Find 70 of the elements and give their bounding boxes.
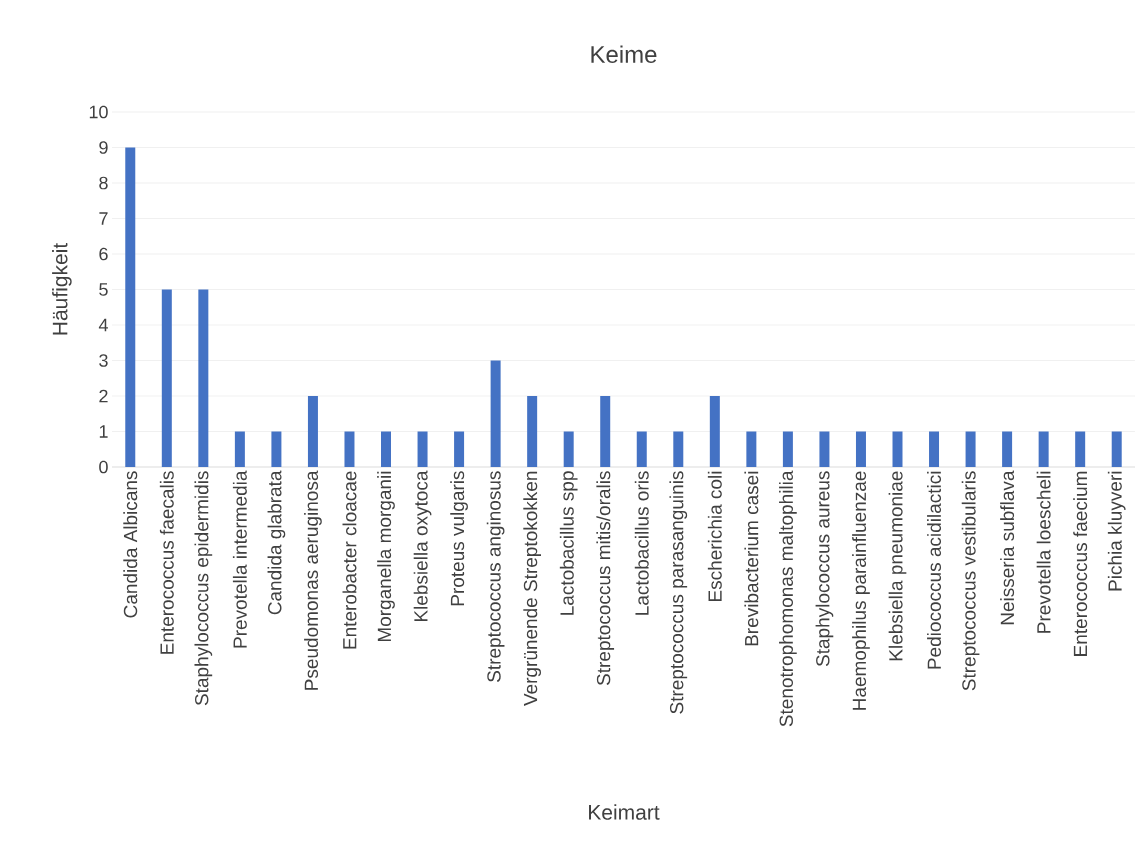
x-tick-label: Streptococcus vestibularis (961, 471, 980, 691)
bar (125, 147, 136, 467)
bar (636, 431, 647, 467)
x-tick-label: Proteus vulgaris (450, 471, 468, 606)
bar (782, 431, 793, 467)
bar (673, 431, 684, 467)
bar (454, 431, 465, 467)
bar (198, 289, 209, 467)
y-tick-label: 7 (99, 212, 108, 225)
bar (234, 431, 245, 467)
x-tick-label: Lactobacillus oris (634, 471, 649, 615)
x-tick-label: Candida glabrata (267, 470, 286, 615)
y-tick-label: 10 (89, 105, 108, 119)
x-tick-label: Streptococcus parasanguinis (669, 471, 688, 714)
x-tick-label: Haemophilus parainfluenzae (852, 471, 870, 710)
bar (819, 431, 830, 467)
bar (161, 289, 172, 467)
y-tick-label: 4 (98, 318, 108, 332)
x-tick-label: Klebsiella pneumoniae (888, 471, 907, 661)
chart-title: Keime (591, 45, 657, 63)
x-tick-label: Prevotella loescheli (1036, 471, 1051, 633)
bar (417, 431, 428, 467)
bar (307, 396, 318, 467)
y-tick-label: 9 (99, 141, 108, 154)
bar (746, 431, 757, 467)
bar (892, 431, 903, 467)
y-tick-label: 2 (99, 389, 108, 403)
bar (271, 431, 282, 467)
x-tick-label: Klebsiella oxytoca (413, 470, 432, 622)
bar (381, 431, 392, 467)
x-tick-label: Prevotella intermedia (232, 470, 247, 648)
x-tick-label: Enterobacter cloacae (342, 471, 357, 649)
x-tick-label: Enterococcus faecalis (159, 471, 174, 654)
bar (1075, 431, 1086, 467)
bar (1002, 431, 1013, 467)
x-tick-label: Lactobacillus spp (559, 471, 578, 615)
bar (929, 431, 940, 467)
bar (490, 360, 501, 467)
x-tick-label: Pichia kluyveri (1107, 471, 1126, 591)
y-axis-title: Häufigkeit (52, 242, 72, 335)
x-tick-label: Morganella morganii (377, 471, 395, 642)
bar (965, 431, 976, 467)
x-tick-label: Pediococcus acidilactici (927, 471, 942, 669)
bar (709, 396, 720, 467)
bar (1111, 431, 1122, 467)
x-tick-label: Pseudomonas aeruginosa (304, 470, 322, 690)
bar (855, 431, 866, 467)
bar (1038, 431, 1049, 467)
x-tick-label: Streptococcus mitis/oralis (596, 471, 615, 686)
x-axis-title: Keimart (589, 804, 660, 820)
x-tick-label: Vergrünende Streptokokken (523, 471, 541, 706)
bar (344, 431, 355, 467)
y-tick-label: 6 (99, 247, 108, 261)
y-tick-label: 1 (99, 425, 108, 438)
x-tick-label: Enterococcus faecium (1073, 471, 1088, 656)
x-tick-label: Candida Albicans (123, 471, 138, 618)
x-tick-label: Brevibacterium casei (744, 471, 759, 646)
bar (527, 396, 538, 467)
bar (563, 431, 574, 467)
x-tick-label: Staphylococcus epidermidis (194, 471, 213, 706)
x-tick-label: Neisseria subflava (1000, 470, 1015, 625)
y-tick-label: 5 (99, 283, 108, 296)
y-tick-label: 3 (99, 354, 108, 367)
y-tick-label: 8 (99, 176, 108, 190)
bar (600, 396, 611, 467)
x-tick-label: Escherichia coli (707, 471, 722, 601)
x-tick-label: Stenotrophomonas maltophilia (779, 470, 797, 727)
y-tick-label: 0 (99, 460, 108, 474)
x-tick-label: Staphylococcus aureus (815, 471, 834, 667)
x-tick-label: Streptococcus anginosus (486, 471, 505, 682)
